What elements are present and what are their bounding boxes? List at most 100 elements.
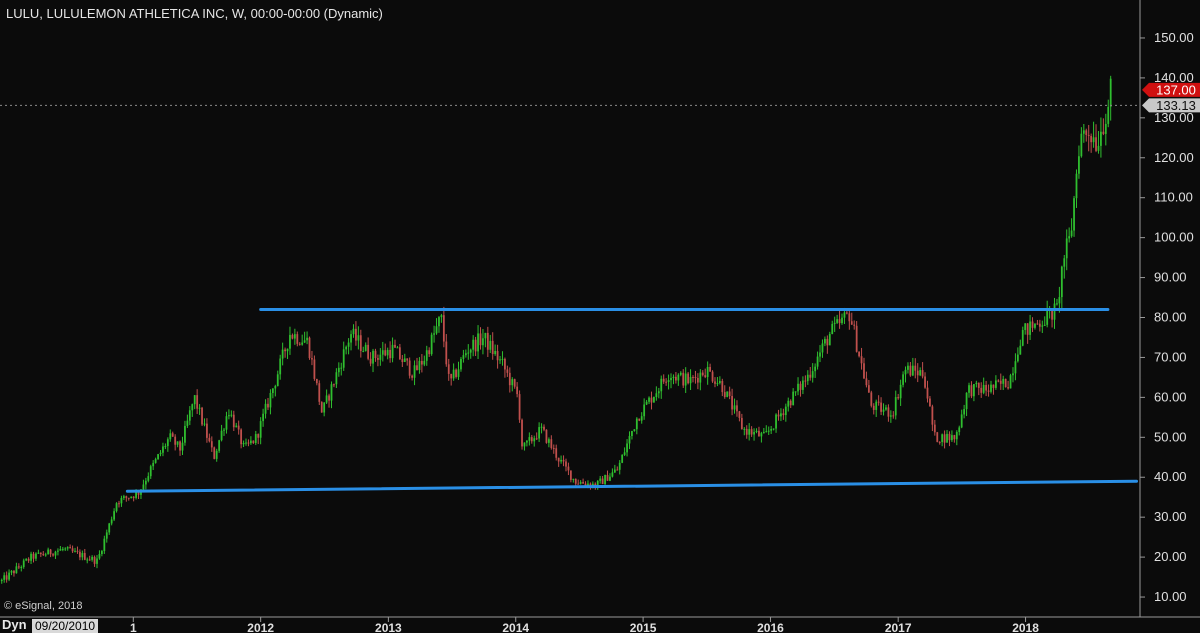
candle [987, 384, 990, 397]
candle [701, 370, 704, 377]
candle [518, 390, 521, 423]
candle [340, 362, 343, 376]
support-trendline[interactable] [125, 479, 1139, 493]
candle [955, 430, 958, 446]
y-tick-label: 140.00 [1154, 70, 1194, 85]
candle [775, 413, 777, 433]
candle [811, 363, 814, 383]
candle [213, 446, 216, 460]
candle [37, 549, 40, 555]
candle [245, 438, 247, 446]
candle [401, 355, 404, 368]
candle [464, 349, 467, 358]
candle [907, 362, 909, 374]
candle [657, 387, 660, 399]
candle [450, 373, 453, 386]
candle [69, 544, 72, 549]
candle [88, 555, 91, 561]
candle [780, 408, 782, 422]
candle [921, 362, 924, 379]
candle [547, 437, 550, 448]
candle [289, 326, 291, 355]
candle [44, 552, 47, 557]
candle [850, 312, 853, 325]
candle [1029, 314, 1031, 340]
candle [572, 478, 575, 483]
candle [538, 422, 541, 443]
candle [259, 417, 262, 445]
candle [1038, 319, 1041, 332]
candle [968, 382, 970, 398]
candle [736, 400, 738, 417]
candle [396, 345, 399, 349]
candle [147, 472, 150, 483]
mode-label[interactable]: Dyn [2, 617, 27, 632]
candle [1019, 339, 1022, 355]
candle [105, 529, 108, 543]
candle [667, 374, 670, 390]
candle [484, 332, 487, 348]
candle [1097, 131, 1100, 154]
candle [206, 418, 208, 443]
x-tick-label: 2018 [1012, 621, 1039, 633]
candle [118, 500, 120, 508]
candle [232, 410, 235, 431]
candle [20, 565, 23, 572]
candle [516, 382, 519, 398]
candle [687, 371, 690, 385]
trendlines-group[interactable] [125, 308, 1139, 493]
candle [716, 377, 719, 387]
candle [792, 388, 795, 406]
candle [860, 347, 863, 370]
candle [311, 350, 313, 366]
candle [616, 466, 619, 471]
candle [342, 341, 345, 371]
candle [125, 495, 128, 502]
candle [122, 494, 125, 501]
candle [333, 383, 335, 388]
candle [960, 409, 963, 429]
candle [174, 434, 177, 451]
candle [318, 380, 321, 405]
candle [911, 357, 914, 377]
candle [760, 431, 763, 443]
candle [52, 552, 54, 557]
candle [381, 341, 384, 362]
candle [599, 475, 602, 484]
copyright-text: © eSignal, 2018 [4, 600, 83, 612]
candle [374, 348, 377, 362]
candle [218, 439, 221, 453]
candle [777, 409, 780, 421]
y-tick-label: 50.00 [1154, 429, 1187, 444]
candle [626, 439, 628, 457]
candle [293, 328, 296, 345]
candle [389, 341, 392, 363]
candle [96, 555, 98, 569]
candle [643, 398, 646, 420]
candle [816, 351, 819, 370]
candle [149, 464, 152, 479]
candle [1041, 320, 1044, 333]
candle [1080, 127, 1083, 158]
candle [301, 334, 304, 346]
candle [181, 436, 184, 456]
candle [824, 336, 826, 347]
candle [621, 454, 624, 464]
candle [17, 563, 20, 570]
candle [408, 357, 411, 379]
candle [628, 431, 631, 450]
candle [91, 555, 94, 562]
y-tick-label: 60.00 [1154, 389, 1187, 404]
candle [990, 380, 992, 394]
candle [1078, 145, 1080, 179]
candle [650, 391, 653, 410]
candle [931, 404, 934, 432]
candle [499, 355, 501, 364]
candle [782, 408, 785, 420]
candle [797, 377, 799, 396]
candle [631, 430, 633, 440]
candle [201, 406, 203, 427]
